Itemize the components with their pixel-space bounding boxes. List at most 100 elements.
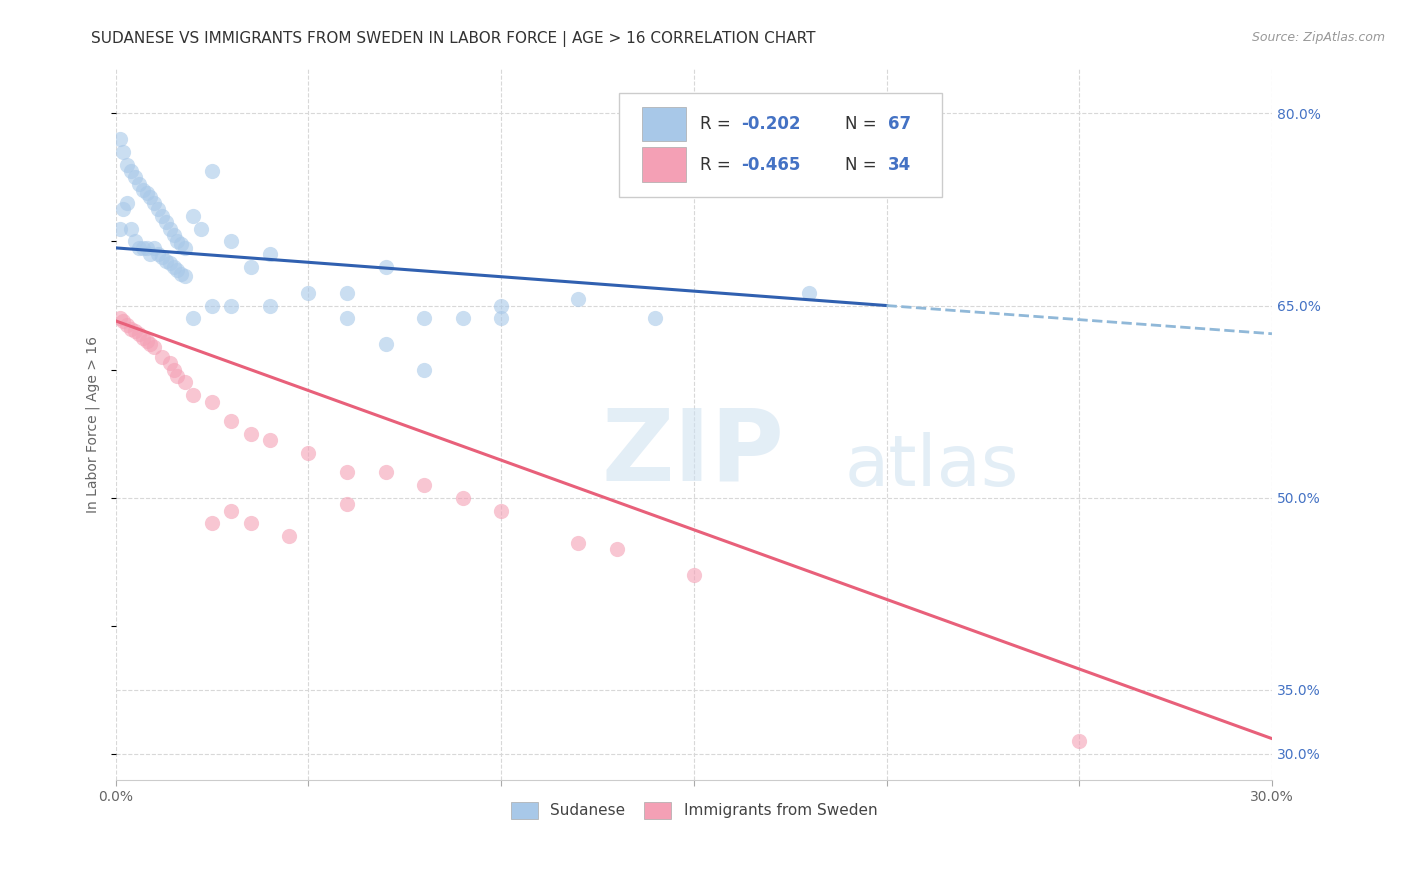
- Point: [201, 394, 224, 409]
- Text: atlas: atlas: [844, 433, 1018, 501]
- Text: R =: R =: [700, 155, 735, 174]
- Point: [451, 491, 474, 505]
- Point: [132, 183, 155, 197]
- Point: [120, 321, 142, 335]
- Point: [374, 465, 396, 479]
- Point: [374, 337, 396, 351]
- Point: [128, 241, 150, 255]
- Point: [644, 311, 666, 326]
- Point: [239, 516, 262, 531]
- Point: [124, 170, 146, 185]
- Point: [567, 535, 589, 549]
- Point: [413, 311, 436, 326]
- Point: [108, 221, 131, 235]
- Point: [1069, 734, 1091, 748]
- Point: [117, 318, 139, 332]
- Text: N =: N =: [845, 115, 882, 133]
- Point: [201, 299, 224, 313]
- Point: [162, 362, 184, 376]
- Point: [108, 311, 131, 326]
- Point: [162, 228, 184, 243]
- Point: [166, 369, 188, 384]
- Point: [117, 196, 139, 211]
- Point: [297, 285, 319, 300]
- Point: [201, 516, 224, 531]
- Point: [143, 241, 166, 255]
- Point: [201, 164, 224, 178]
- Point: [128, 177, 150, 191]
- Text: R =: R =: [700, 115, 735, 133]
- Point: [174, 241, 197, 255]
- Point: [124, 235, 146, 249]
- Text: -0.465: -0.465: [741, 155, 800, 174]
- Text: -0.202: -0.202: [741, 115, 801, 133]
- Point: [128, 326, 150, 341]
- Point: [239, 426, 262, 441]
- Point: [181, 209, 204, 223]
- Point: [159, 356, 181, 370]
- Point: [413, 362, 436, 376]
- Point: [139, 189, 162, 203]
- Text: Source: ZipAtlas.com: Source: ZipAtlas.com: [1251, 31, 1385, 45]
- Point: [374, 260, 396, 274]
- Point: [150, 350, 173, 364]
- Point: [489, 299, 512, 313]
- Point: [336, 285, 359, 300]
- Point: [170, 267, 193, 281]
- Point: [135, 334, 157, 349]
- Point: [799, 285, 821, 300]
- Point: [683, 567, 706, 582]
- Point: [166, 235, 188, 249]
- Point: [117, 158, 139, 172]
- Point: [150, 209, 173, 223]
- Point: [221, 414, 243, 428]
- Point: [124, 324, 146, 338]
- Point: [174, 269, 197, 284]
- Point: [451, 311, 474, 326]
- Point: [143, 340, 166, 354]
- Point: [155, 253, 177, 268]
- FancyBboxPatch shape: [619, 94, 942, 196]
- Point: [135, 241, 157, 255]
- Point: [336, 465, 359, 479]
- Point: [112, 202, 135, 217]
- Point: [166, 262, 188, 277]
- Point: [139, 337, 162, 351]
- Point: [143, 196, 166, 211]
- Point: [159, 256, 181, 270]
- Text: SUDANESE VS IMMIGRANTS FROM SWEDEN IN LABOR FORCE | AGE > 16 CORRELATION CHART: SUDANESE VS IMMIGRANTS FROM SWEDEN IN LA…: [91, 31, 815, 47]
- Point: [150, 250, 173, 264]
- Point: [606, 541, 628, 556]
- Point: [259, 247, 281, 261]
- Point: [159, 221, 181, 235]
- Point: [112, 314, 135, 328]
- Point: [278, 529, 301, 543]
- Point: [181, 388, 204, 402]
- Text: 34: 34: [889, 155, 911, 174]
- Point: [413, 478, 436, 492]
- Point: [170, 237, 193, 252]
- Point: [108, 132, 131, 146]
- Text: 67: 67: [889, 115, 911, 133]
- FancyBboxPatch shape: [643, 147, 686, 182]
- Point: [259, 299, 281, 313]
- Text: N =: N =: [845, 155, 882, 174]
- Point: [567, 292, 589, 306]
- Point: [132, 241, 155, 255]
- Point: [146, 247, 169, 261]
- FancyBboxPatch shape: [643, 107, 686, 141]
- Point: [120, 221, 142, 235]
- Point: [120, 164, 142, 178]
- Point: [221, 299, 243, 313]
- Point: [190, 221, 212, 235]
- Point: [146, 202, 169, 217]
- Point: [259, 433, 281, 447]
- Point: [336, 497, 359, 511]
- Point: [297, 446, 319, 460]
- Point: [112, 145, 135, 159]
- Point: [221, 503, 243, 517]
- Y-axis label: In Labor Force | Age > 16: In Labor Force | Age > 16: [86, 335, 100, 513]
- Legend: Sudanese, Immigrants from Sweden: Sudanese, Immigrants from Sweden: [505, 796, 883, 825]
- Point: [489, 311, 512, 326]
- Point: [336, 311, 359, 326]
